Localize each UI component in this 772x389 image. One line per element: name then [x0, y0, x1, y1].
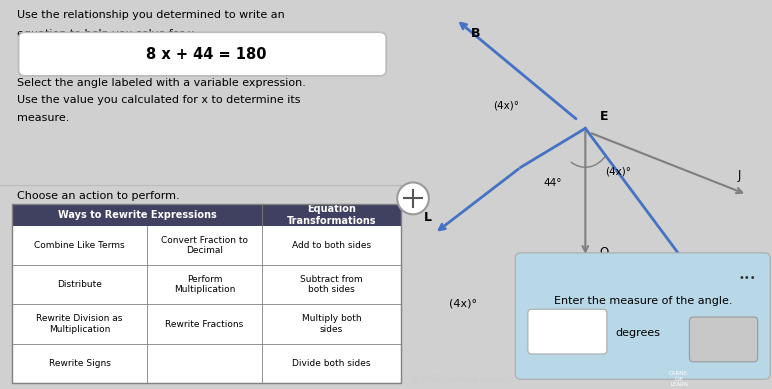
Text: Multiply both
sides: Multiply both sides — [302, 314, 361, 334]
Bar — [12, 204, 262, 226]
Text: O: O — [600, 246, 609, 259]
Text: degrees: degrees — [616, 328, 661, 338]
Text: Use the value you calculated for x to determine its: Use the value you calculated for x to de… — [16, 95, 300, 105]
Text: Perform
Multiplication: Perform Multiplication — [174, 275, 235, 294]
Text: Rewrite Fractions: Rewrite Fractions — [165, 320, 244, 329]
Text: CARNE-
GIE
LEARN: CARNE- GIE LEARN — [669, 371, 689, 387]
Text: 44°: 44° — [543, 178, 562, 188]
Text: Rewrite Division as
Multiplication: Rewrite Division as Multiplication — [36, 314, 123, 334]
Text: Enter the measure of the angle.: Enter the measure of the angle. — [554, 296, 732, 307]
Text: Divide both sides: Divide both sides — [292, 359, 371, 368]
Text: Subtract from
both sides: Subtract from both sides — [300, 275, 363, 294]
Text: •••: ••• — [738, 273, 756, 283]
Text: L: L — [423, 211, 432, 224]
Text: Distribute: Distribute — [57, 280, 102, 289]
Text: B: B — [470, 27, 480, 40]
Text: J: J — [738, 168, 741, 182]
Text: Select the angle labeled with a variable expression.: Select the angle labeled with a variable… — [16, 78, 306, 88]
Text: Equation
Transformations: Equation Transformations — [286, 204, 376, 226]
Text: (4x)°: (4x)° — [449, 298, 477, 308]
Text: © 2023 Carnegie Learning: © 2023 Carnegie Learning — [412, 375, 514, 384]
Text: (4x)°: (4x)° — [493, 100, 520, 110]
Text: Add to both sides: Add to both sides — [292, 241, 371, 250]
Text: measure.: measure. — [16, 113, 69, 123]
Text: 8 x + 44 = 180: 8 x + 44 = 180 — [146, 47, 267, 61]
Bar — [12, 204, 401, 383]
Circle shape — [398, 182, 429, 214]
FancyBboxPatch shape — [516, 253, 770, 379]
Bar — [12, 204, 401, 383]
Text: Combine Like Terms: Combine Like Terms — [34, 241, 125, 250]
Text: (4x)°: (4x)° — [604, 166, 631, 176]
Text: Choose an action to perform.: Choose an action to perform. — [16, 191, 179, 201]
Text: Ways to Rewrite Expressions: Ways to Rewrite Expressions — [58, 210, 217, 220]
Text: Use the relationship you determined to write an: Use the relationship you determined to w… — [16, 10, 284, 20]
Text: Rewrite Signs: Rewrite Signs — [49, 359, 110, 368]
Text: Convert Fraction to
Decimal: Convert Fraction to Decimal — [161, 236, 248, 255]
FancyBboxPatch shape — [689, 317, 757, 362]
FancyBboxPatch shape — [528, 309, 607, 354]
Text: E: E — [600, 110, 608, 123]
FancyBboxPatch shape — [19, 32, 386, 76]
Text: equation to help you solve for x.: equation to help you solve for x. — [16, 29, 198, 39]
Bar — [262, 204, 401, 226]
